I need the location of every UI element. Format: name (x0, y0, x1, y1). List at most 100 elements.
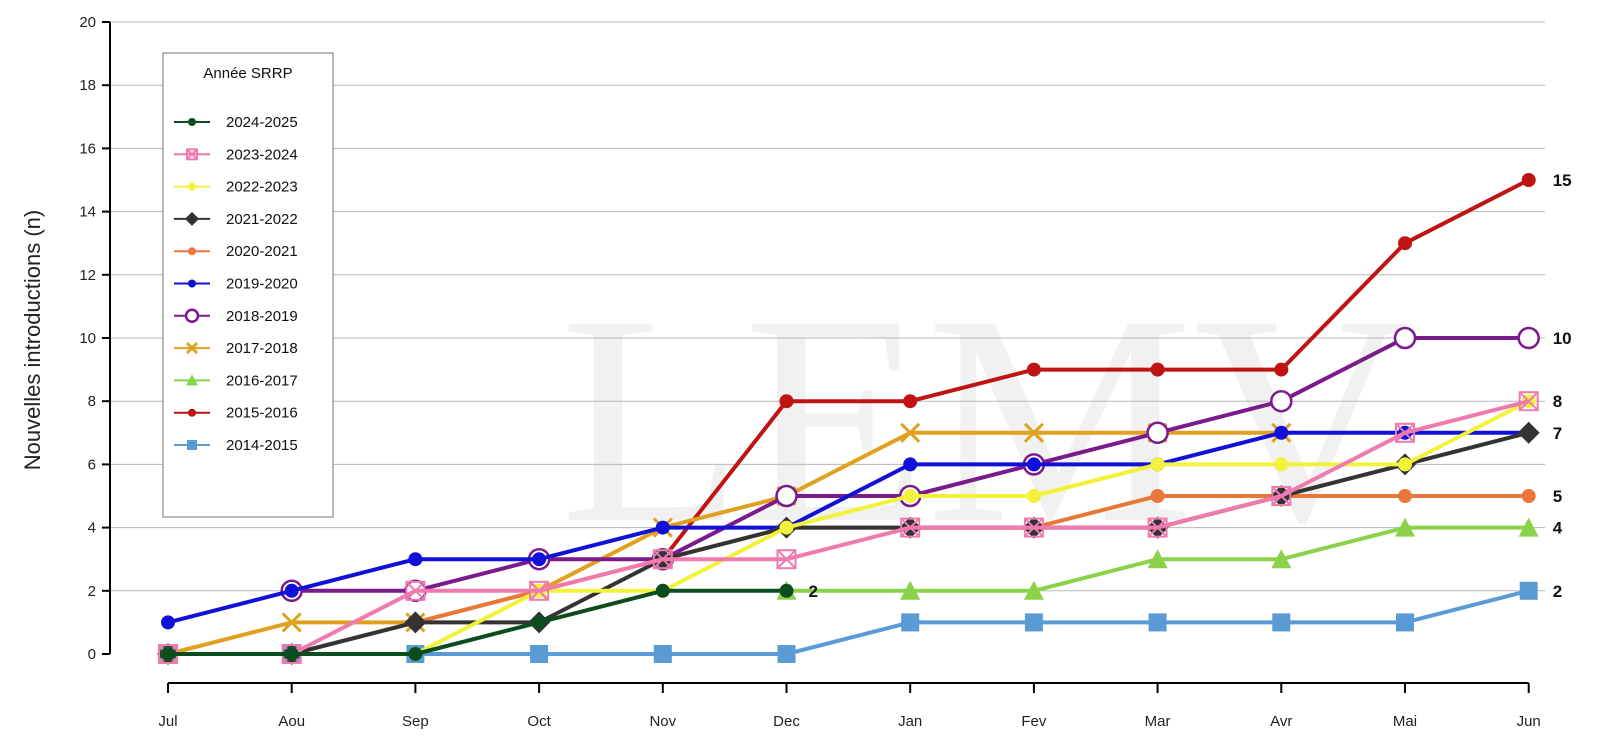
legend-label: 2020-2021 (226, 243, 298, 260)
y-tick-label: 20 (79, 14, 96, 31)
data-point (1146, 421, 1169, 445)
x-tick-label: Mai (1393, 713, 1417, 730)
legend-marker (186, 148, 198, 161)
data-point (779, 583, 794, 598)
data-point (1271, 486, 1292, 506)
y-tick-label: 0 (88, 646, 96, 663)
end-label-2014-2015: 2 (1553, 582, 1562, 601)
data-point (775, 484, 798, 508)
data-point (1023, 422, 1044, 443)
series-line (168, 430, 1530, 656)
data-point (1518, 391, 1539, 412)
y-tick-label: 10 (79, 330, 96, 347)
end-label-2018-2019: 10 (1553, 329, 1572, 348)
data-point (1517, 326, 1540, 350)
legend-marker (188, 279, 196, 288)
data-point (161, 615, 175, 630)
legend-item: 2021-2022 (174, 211, 298, 228)
legend-label: 2021-2022 (226, 211, 298, 228)
legend-marker (187, 440, 197, 450)
legend-label: 2023-2024 (226, 146, 298, 163)
y-tick-label: 18 (79, 77, 96, 94)
legend-item: 2024-2025 (174, 114, 298, 131)
data-point-box (652, 549, 673, 570)
data-point (1274, 457, 1289, 472)
y-axis-ticks: 0 2 4 6 8 10 12 14 16 18 20 (79, 14, 110, 663)
data-point (1023, 580, 1044, 600)
data-point (779, 520, 794, 535)
legend-item: 2020-2021 (174, 243, 298, 260)
end-label-2021-2022: 7 (1553, 424, 1562, 443)
data-point-box (776, 549, 797, 570)
legend-label: 2017-2018 (226, 340, 298, 357)
legend-label: 2022-2023 (226, 179, 298, 196)
data-point (1393, 326, 1417, 350)
data-point (1398, 236, 1412, 251)
data-point (532, 615, 547, 630)
legend-marker (188, 247, 196, 256)
series-group (157, 173, 1540, 665)
data-point (777, 645, 796, 663)
legend-label: 2014-2015 (226, 437, 298, 454)
series-2015-2016 (655, 173, 1536, 567)
end-label-2024-2025: 2 (809, 582, 818, 601)
data-point (1395, 517, 1415, 537)
data-point (655, 520, 670, 535)
data-point (1026, 362, 1041, 377)
legend-marker (185, 211, 199, 226)
x-tick-label: Mar (1145, 713, 1171, 730)
legend-title: Année SRRP (203, 65, 292, 82)
y-tick-label: 16 (79, 140, 96, 157)
y-tick-label: 2 (88, 583, 96, 600)
series-line (661, 178, 1530, 561)
data-point-cross (405, 581, 426, 601)
data-point-cross (653, 549, 673, 569)
data-point (1147, 517, 1168, 538)
legend-marker (188, 182, 196, 191)
data-point (1519, 581, 1538, 600)
legend-label: 2024-2025 (226, 114, 298, 131)
legend-label: 2015-2016 (226, 405, 298, 422)
legend-item: 2023-2024 (174, 146, 298, 163)
data-point-cross (1147, 517, 1168, 538)
data-point (901, 613, 920, 632)
data-point (1274, 425, 1289, 440)
data-point-cross (1024, 517, 1044, 538)
data-point-box (1023, 517, 1044, 538)
end-label-2020-2021: 5 (1553, 487, 1562, 506)
data-point (1150, 362, 1165, 377)
data-point (1023, 517, 1044, 538)
data-point-cross (900, 517, 920, 538)
x-axis-ticks: Jul Aou Sep Oct Nov Dec Jan Fev Mar Avr Mai Jun (158, 683, 1541, 730)
legend-marker-box (186, 148, 198, 161)
data-point (408, 552, 423, 567)
x-tick-label: Oct (527, 713, 551, 730)
x-tick-label: Jul (158, 713, 177, 730)
y-tick-label: 8 (88, 393, 96, 410)
data-point (404, 611, 427, 634)
legend-marker (188, 408, 196, 417)
data-point-cross (1271, 486, 1292, 506)
data-point (1150, 457, 1165, 472)
data-point (1150, 489, 1165, 503)
x-tick-label: Sep (402, 713, 429, 730)
legend-item: 2022-2023 (174, 179, 298, 196)
data-point (655, 583, 670, 598)
legend-label: 2016-2017 (226, 372, 298, 389)
end-label-2023-2024: 8 (1553, 392, 1562, 411)
data-point-box (1271, 486, 1292, 506)
data-point (1521, 489, 1536, 503)
data-point (1147, 549, 1168, 569)
data-point (529, 580, 550, 601)
data-point (1271, 549, 1292, 569)
series-line (168, 588, 787, 656)
legend-marker (185, 342, 199, 355)
end-label-2015-2016: 15 (1553, 171, 1572, 190)
data-point (284, 647, 299, 661)
x-tick-label: Fev (1021, 713, 1047, 730)
data-point (1395, 422, 1415, 443)
data-point (532, 552, 547, 567)
legend-item: 2018-2019 (174, 308, 298, 325)
y-tick-label: 4 (88, 520, 96, 537)
end-label-2016-2017: 4 (1553, 519, 1563, 538)
